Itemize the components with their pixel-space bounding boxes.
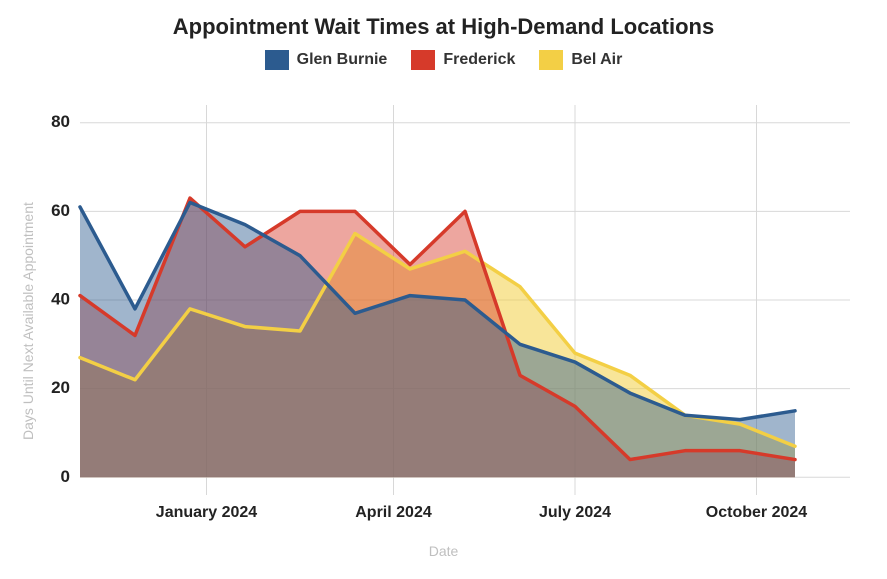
legend-label: Bel Air bbox=[571, 51, 622, 69]
legend-label: Frederick bbox=[443, 51, 515, 69]
plot-area: 020406080January 2024April 2024July 2024… bbox=[80, 105, 850, 495]
x-tick-label: January 2024 bbox=[156, 504, 258, 521]
chart-title: Appointment Wait Times at High-Demand Lo… bbox=[0, 0, 887, 40]
x-axis-label: Date bbox=[0, 543, 887, 559]
legend-item-frederick: Frederick bbox=[411, 50, 515, 70]
y-tick-label: 60 bbox=[51, 201, 70, 220]
chart-container: Appointment Wait Times at High-Demand Lo… bbox=[0, 0, 887, 579]
x-tick-label: July 2024 bbox=[539, 504, 611, 521]
y-tick-label: 0 bbox=[61, 467, 70, 486]
legend-item-bel-air: Bel Air bbox=[539, 50, 622, 70]
y-axis-label: Days Until Next Available Appointment bbox=[20, 202, 36, 440]
legend-swatch bbox=[411, 50, 435, 70]
legend: Glen Burnie Frederick Bel Air bbox=[0, 50, 887, 75]
x-tick-label: October 2024 bbox=[706, 504, 807, 521]
legend-swatch bbox=[539, 50, 563, 70]
y-tick-label: 80 bbox=[51, 112, 70, 131]
x-tick-label: April 2024 bbox=[355, 504, 432, 521]
legend-swatch bbox=[265, 50, 289, 70]
legend-item-glen-burnie: Glen Burnie bbox=[265, 50, 388, 70]
legend-label: Glen Burnie bbox=[297, 51, 388, 69]
y-tick-label: 40 bbox=[51, 289, 70, 308]
y-tick-label: 20 bbox=[51, 378, 70, 397]
